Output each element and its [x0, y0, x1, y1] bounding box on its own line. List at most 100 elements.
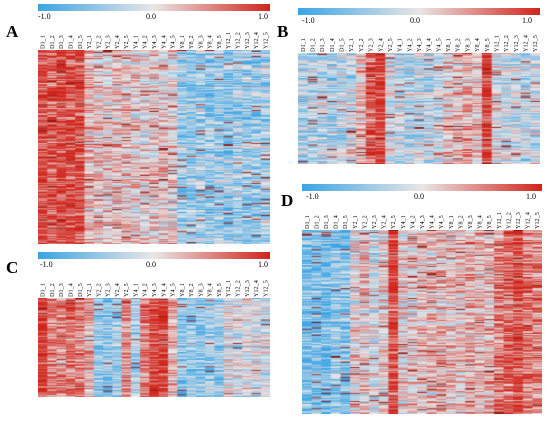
- column-label: Y12_1: [496, 212, 503, 229]
- column-label: Y2_1: [86, 35, 93, 49]
- scale-mid-label-b: 0.0: [410, 16, 420, 25]
- column-label: Y4_4: [429, 215, 436, 229]
- column-label: Y12_4: [525, 212, 532, 229]
- scale-max-label-a: 1.0: [258, 12, 268, 21]
- column-label: Y8_2: [188, 35, 195, 49]
- heatmap-c: [38, 298, 270, 397]
- column-label: Y12_3: [244, 32, 251, 49]
- column-label: D1_2: [313, 215, 320, 229]
- scale-mid-label-a: 0.0: [146, 12, 156, 21]
- column-label: Y12_5: [534, 212, 541, 229]
- column-label: Y4_1: [132, 35, 139, 49]
- column-label: Y4_4: [160, 35, 167, 49]
- column-label: Y12_5: [262, 280, 269, 297]
- column-label: Y4_1: [397, 38, 404, 52]
- scale-min-label-d: -1.0: [306, 192, 319, 201]
- column-label: Y2_2: [95, 283, 102, 297]
- column-label: Y4_1: [132, 283, 139, 297]
- column-labels-d: D1_1 D1_2 D1_3 D1_4 D1_5 Y2_1 Y2_2 Y2_3 Y2_4 Y2_5…: [304, 212, 541, 229]
- column-label: Y8_3: [467, 215, 474, 229]
- column-label: D1_5: [77, 283, 84, 297]
- panel-letter-c: C: [6, 258, 19, 277]
- column-label: Y2_1: [348, 38, 355, 52]
- column-label: Y2_5: [123, 283, 130, 297]
- column-label: Y12_1: [225, 32, 232, 49]
- column-label: D1_1: [300, 38, 307, 52]
- column-label: Y2_5: [123, 35, 130, 49]
- column-label: Y8_1: [179, 283, 186, 297]
- column-label: Y12_4: [253, 32, 260, 49]
- column-label: D1_5: [342, 215, 349, 229]
- column-label: Y4_3: [416, 38, 423, 52]
- panel-letter-b: B: [277, 22, 289, 41]
- column-label: D1_4: [67, 35, 74, 49]
- column-label: Y12_2: [505, 212, 512, 229]
- column-label: D1_1: [304, 215, 311, 229]
- column-label: Y4_3: [151, 283, 158, 297]
- heatmap-b: [298, 53, 540, 164]
- column-label: Y8_2: [455, 38, 462, 52]
- column-label: Y12_5: [532, 35, 539, 52]
- color-scale-bar-b: [298, 8, 540, 15]
- color-scale-b: -1.0 0.0 1.0: [298, 8, 540, 28]
- column-label: Y4_2: [142, 35, 149, 49]
- column-label: Y8_3: [464, 38, 471, 52]
- color-scale-c: -1.0 0.0 1.0: [38, 252, 270, 272]
- column-label: Y4_2: [142, 283, 149, 297]
- column-label: Y2_2: [95, 35, 102, 49]
- column-label: Y12_1: [225, 280, 232, 297]
- column-label: Y2_3: [371, 215, 378, 229]
- column-labels-c: D1_1 D1_2 D1_3 D1_4 D1_5 Y2_1 Y2_2 Y2_3 Y2_4 Y2_5…: [40, 280, 270, 297]
- column-label: Y2_1: [86, 283, 93, 297]
- column-labels-b: D1_1 D1_2 D1_3 D1_4 D1_5 Y2_1 Y2_2 Y2_3 Y2_4 Y2_5…: [300, 35, 539, 52]
- column-label: Y8_2: [188, 283, 195, 297]
- column-label: Y12_2: [503, 35, 510, 52]
- scale-max-label-b: 1.0: [522, 16, 532, 25]
- column-label: Y8_5: [216, 35, 223, 49]
- scale-min-label-c: -1.0: [40, 260, 53, 269]
- column-label: Y8_4: [474, 38, 481, 52]
- column-label: Y2_3: [105, 35, 112, 49]
- column-label: D1_5: [77, 35, 84, 49]
- column-label: D1_4: [329, 38, 336, 52]
- column-label: Y12_4: [253, 280, 260, 297]
- scale-max-label-d: 1.0: [526, 192, 536, 201]
- column-label: Y8_5: [486, 215, 493, 229]
- column-label: D1_2: [310, 38, 317, 52]
- column-label: D1_3: [319, 38, 326, 52]
- column-label: Y2_3: [368, 38, 375, 52]
- heatmap-a: [38, 50, 270, 244]
- column-label: Y4_4: [160, 283, 167, 297]
- scale-max-label-c: 1.0: [258, 260, 268, 269]
- column-label: Y2_4: [114, 35, 121, 49]
- column-label: Y8_5: [484, 38, 491, 52]
- column-label: Y8_3: [197, 283, 204, 297]
- column-label: Y2_3: [105, 283, 112, 297]
- column-label: D1_2: [49, 283, 56, 297]
- column-label: Y4_1: [400, 215, 407, 229]
- column-label: Y4_3: [151, 35, 158, 49]
- column-label: D1_1: [40, 283, 47, 297]
- column-label: D1_1: [40, 35, 47, 49]
- column-label: D1_3: [58, 35, 65, 49]
- color-scale-bar-a: [38, 4, 270, 11]
- column-label: D1_4: [67, 283, 74, 297]
- column-label: Y8_4: [207, 35, 214, 49]
- column-label: D1_3: [58, 283, 65, 297]
- scale-min-label-b: -1.0: [302, 16, 315, 25]
- column-label: Y8_1: [448, 215, 455, 229]
- column-label: Y12_2: [235, 280, 242, 297]
- column-labels-a: D1_1 D1_2 D1_3 D1_4 D1_5 Y2_1 Y2_2 Y2_3 Y2_4 Y2_5…: [40, 32, 270, 49]
- column-label: Y12_3: [244, 280, 251, 297]
- column-label: Y2_4: [114, 283, 121, 297]
- column-label: Y4_5: [170, 35, 177, 49]
- column-label: Y2_2: [358, 38, 365, 52]
- column-label: Y8_4: [207, 283, 214, 297]
- column-label: Y12_5: [262, 32, 269, 49]
- color-scale-bar-d: [302, 184, 542, 191]
- column-label: Y2_5: [390, 215, 397, 229]
- scale-mid-label-c: 0.0: [146, 260, 156, 269]
- color-scale-a: -1.0 0.0 1.0: [38, 4, 270, 24]
- column-label: Y2_5: [387, 38, 394, 52]
- column-label: Y8_1: [445, 38, 452, 52]
